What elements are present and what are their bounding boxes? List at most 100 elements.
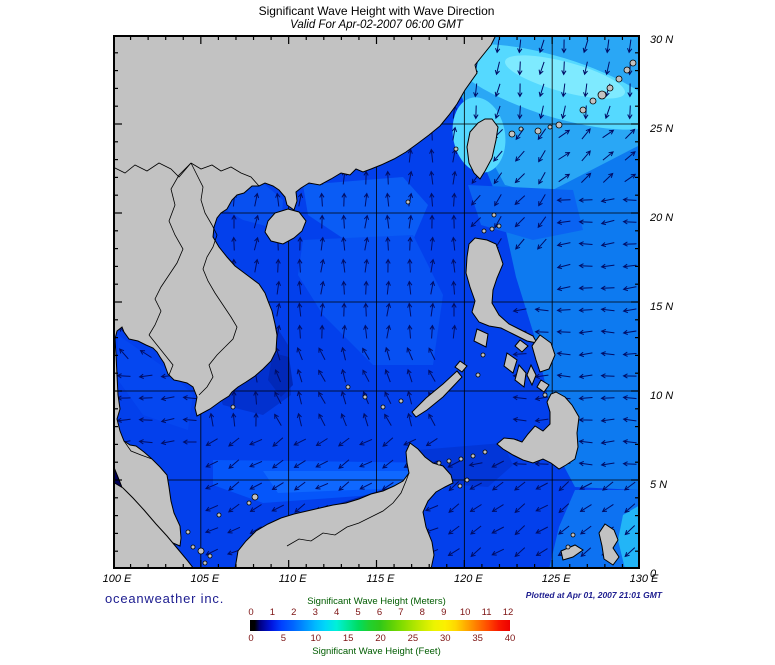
wave-direction-arrow: [491, 460, 505, 468]
wave-direction-arrow: [579, 482, 593, 490]
wave-direction-arrow: [429, 214, 435, 229]
island-dot: [480, 352, 486, 358]
island-dot: [345, 384, 351, 390]
y-axis-label: 10 N: [650, 390, 674, 402]
wave-direction-arrow: [537, 216, 547, 229]
wave-direction-arrow: [494, 194, 502, 207]
wave-direction-arrow: [160, 395, 175, 402]
wave-direction-arrow: [407, 302, 413, 317]
wave-direction-arrow: [514, 547, 526, 558]
island-dot: [508, 130, 516, 138]
wave-direction-arrow: [622, 329, 637, 335]
wave-direction-arrow: [363, 214, 370, 229]
legend-feet-tick: 15: [342, 633, 354, 644]
wave-direction-arrow: [622, 351, 637, 357]
wave-direction-arrow: [228, 481, 240, 491]
wave-direction-arrow: [622, 219, 637, 225]
mindoro: [473, 328, 489, 348]
wave-direction-arrow: [583, 83, 589, 98]
wave-direction-arrow: [451, 280, 457, 295]
wave-direction-arrow: [581, 150, 591, 162]
island-dot: [457, 483, 463, 489]
wave-direction-arrow: [406, 390, 413, 405]
wave-direction-arrow: [556, 307, 571, 313]
wave-direction-arrow: [514, 173, 525, 184]
wave-direction-arrow: [205, 460, 219, 468]
legend-feet-tick: 35: [472, 633, 483, 644]
wave-direction-arrow: [139, 349, 152, 358]
wave-direction-arrow: [579, 525, 592, 535]
legend-meters-tick: 3: [312, 607, 318, 618]
wave-direction-arrow: [491, 504, 504, 512]
laos-thailand-border: [148, 162, 192, 336]
island-dot: [470, 453, 476, 459]
wave-direction-arrow: [296, 390, 302, 405]
china-vietnam-border: [190, 162, 260, 187]
wave-direction-arrow: [138, 417, 153, 423]
legend-meters-tick: 0: [248, 607, 254, 618]
wave-direction-arrow: [451, 302, 457, 317]
wave-direction-arrow: [556, 219, 571, 225]
wave-direction-arrow: [600, 198, 615, 204]
legend-title-meters: Significant Wave Height (Meters): [307, 596, 446, 607]
wave-direction-arrow: [362, 347, 370, 360]
wave-direction-arrow: [600, 329, 615, 335]
wave-direction-arrow: [579, 504, 592, 512]
wave-direction-arrow: [429, 236, 435, 251]
wave-direction-arrow: [138, 439, 153, 445]
mindanao: [496, 391, 580, 470]
wave-direction-arrow: [600, 263, 615, 269]
wave-direction-arrow: [534, 417, 549, 423]
wave-direction-arrow: [209, 412, 215, 427]
y-axis-label: 15 N: [650, 301, 674, 313]
wave-direction-arrow: [494, 105, 501, 120]
wave-direction-arrow: [512, 307, 527, 314]
wave-direction-arrow: [406, 347, 414, 361]
wave-direction-arrow: [535, 526, 549, 534]
wave-direction-arrow: [407, 214, 413, 229]
wave-direction-arrow: [556, 286, 571, 292]
wave-direction-arrow: [534, 307, 549, 313]
wave-direction-arrow: [469, 482, 482, 490]
legend-meters-tick: 2: [291, 607, 297, 618]
wave-direction-arrow: [385, 302, 392, 317]
island-dot: [458, 456, 464, 462]
y-axis-label: 20 N: [650, 212, 674, 224]
wave-direction-arrow: [561, 61, 567, 76]
wave-direction-arrow: [231, 390, 237, 405]
wave-direction-arrow: [297, 302, 303, 317]
wave-direction-arrow: [578, 241, 593, 247]
wave-direction-arrow: [495, 39, 501, 54]
island-dot: [579, 106, 587, 114]
wave-direction-arrow: [600, 242, 615, 248]
island-dot: [436, 460, 442, 466]
wave-direction-arrow: [407, 258, 413, 273]
wave-direction-arrow: [470, 525, 482, 535]
vietnam-dark-patch: [268, 353, 293, 397]
y-axis-label: 30 N: [650, 34, 674, 46]
wave-direction-arrow: [580, 547, 592, 557]
island-dot: [190, 544, 196, 550]
wave-direction-arrow: [578, 219, 593, 225]
wave-direction-arrow: [534, 461, 549, 467]
wave-direction-arrow: [319, 214, 325, 229]
legend-feet-tick: 20: [375, 633, 386, 644]
wave-direction-arrow: [385, 170, 391, 185]
wave-direction-arrow: [622, 439, 637, 445]
wave-direction-arrow: [407, 170, 414, 185]
wave-direction-arrow: [319, 302, 325, 317]
wave-direction-arrow: [514, 195, 526, 206]
wave-direction-arrow: [249, 460, 263, 468]
wave-direction-arrow: [407, 280, 413, 295]
legend-color-bar: [250, 620, 510, 631]
wave-direction-arrow: [451, 192, 457, 207]
plotted-timestamp: Plotted at Apr 01, 2007 21:01 GMT: [525, 590, 662, 600]
wave-direction-arrow: [627, 83, 633, 98]
wave-direction-arrow: [470, 217, 482, 228]
map-svg: [112, 34, 660, 570]
map-frame: [113, 35, 640, 569]
x-axis-label: 110 E: [278, 573, 307, 585]
wave-direction-arrow: [622, 395, 637, 401]
scs-north-light: [303, 177, 428, 245]
wave-direction-arrow: [318, 391, 326, 404]
